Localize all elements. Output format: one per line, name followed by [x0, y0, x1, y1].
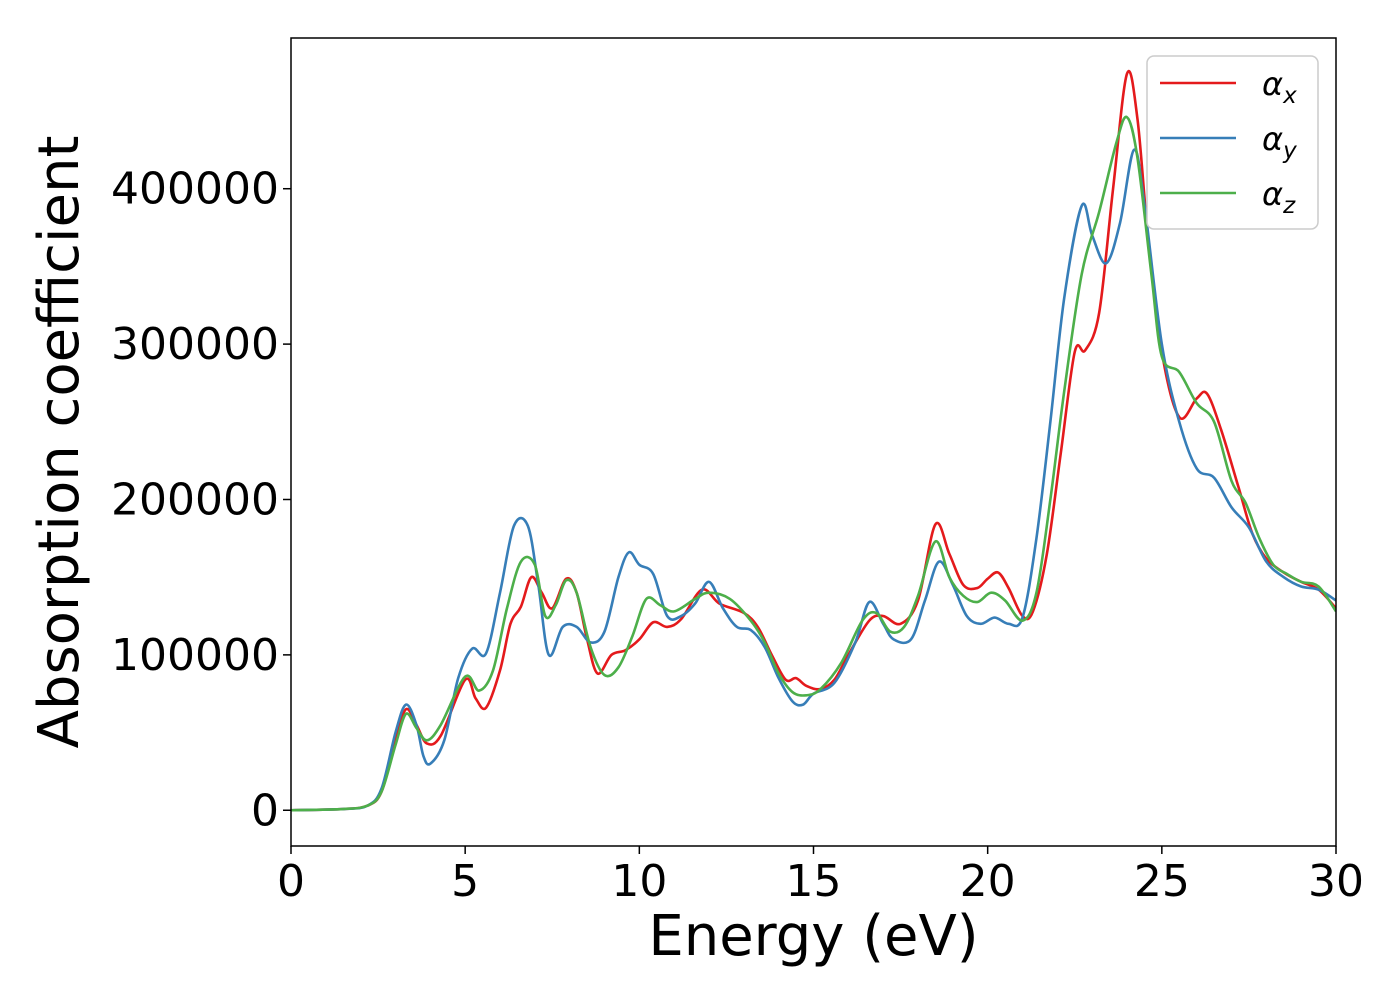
- x-tick-label: 25: [1134, 856, 1190, 907]
- legend-box: [1146, 55, 1319, 230]
- x-axis-title: Energy (eV): [648, 904, 978, 969]
- series-layer: [291, 70, 1336, 812]
- x-tick-label: 15: [786, 856, 842, 907]
- y-tick-label: 100000: [111, 630, 279, 681]
- x-tick-label: 0: [277, 856, 305, 907]
- y-tick-label: 300000: [111, 319, 279, 370]
- legend-label-z: αz: [1262, 175, 1296, 219]
- legend-label-y: αy: [1262, 120, 1297, 164]
- legend: αx αy αz: [1146, 55, 1319, 230]
- y-tick-label: 200000: [111, 474, 279, 525]
- y-axis-title: Absorption coefficient: [27, 136, 92, 749]
- x-tick-label: 5: [451, 856, 479, 907]
- legend-label-x: αx: [1262, 65, 1297, 109]
- y-tick-label: 0: [251, 785, 279, 836]
- y-tick-label: 400000: [111, 164, 279, 215]
- x-axis-ticks: 0 5 10 15 20 25 30: [277, 846, 1364, 907]
- x-tick-label: 30: [1308, 856, 1364, 907]
- y-axis-ticks: 0 100000 200000 300000 400000: [111, 164, 291, 836]
- x-tick-label: 10: [611, 856, 667, 907]
- series-line-z: [291, 115, 1336, 812]
- x-tick-label: 20: [960, 856, 1016, 907]
